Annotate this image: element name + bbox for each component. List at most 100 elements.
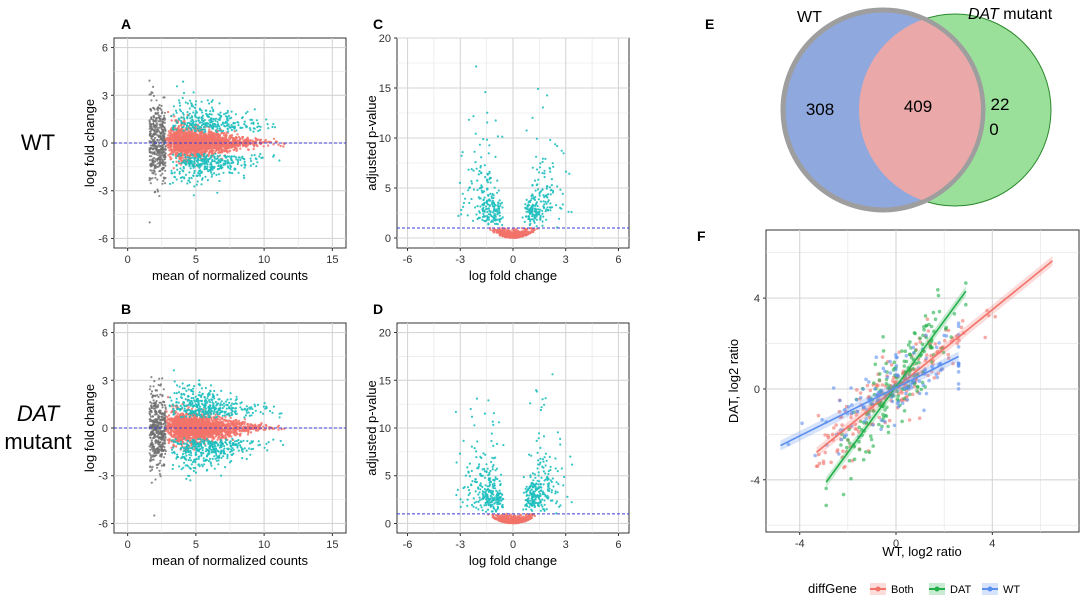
point-salmon	[282, 145, 285, 148]
point-teal	[228, 162, 231, 165]
point-gray	[150, 147, 153, 150]
point-salmon	[183, 145, 186, 149]
point-teal	[188, 107, 191, 110]
point-teal	[230, 116, 233, 119]
point-gray	[155, 147, 158, 150]
point-teal	[208, 157, 211, 161]
x-tick-label: 0	[125, 254, 131, 266]
point-teal	[172, 113, 175, 116]
point-teal	[199, 121, 202, 124]
point-teal	[198, 107, 201, 110]
point-gray	[160, 167, 163, 171]
point-teal	[218, 127, 222, 130]
point-gray	[164, 161, 167, 164]
point-salmon	[195, 136, 198, 140]
point-gray	[161, 121, 165, 124]
point-salmon	[243, 418, 247, 421]
point-teal	[195, 123, 198, 126]
point-salmon	[170, 119, 173, 122]
point-teal	[266, 123, 269, 126]
point-teal	[193, 171, 196, 174]
point-teal	[230, 110, 233, 113]
point-teal	[219, 166, 222, 169]
point-salmon	[191, 134, 194, 137]
point-salmon	[233, 425, 236, 428]
point-salmon	[235, 146, 238, 150]
point-salmon	[173, 150, 176, 153]
point-teal	[199, 174, 202, 177]
point-teal	[255, 119, 258, 122]
point-teal	[213, 160, 216, 163]
point-teal	[180, 180, 183, 183]
point-salmon	[214, 435, 217, 438]
point-teal	[182, 129, 185, 132]
point-salmon	[227, 429, 230, 433]
point-gray	[160, 104, 163, 107]
point-salmon	[172, 145, 175, 149]
point-gray	[150, 158, 153, 161]
point-gray	[159, 384, 162, 387]
point-teal	[239, 158, 242, 161]
point-gray	[157, 150, 161, 153]
point-teal	[210, 121, 213, 124]
point-gray	[150, 404, 153, 407]
point-salmon	[188, 148, 191, 152]
point-salmon	[224, 134, 227, 137]
point-salmon	[188, 436, 191, 439]
point-teal	[226, 159, 229, 162]
point-gray	[151, 419, 155, 422]
point-salmon	[166, 138, 170, 141]
point-teal	[190, 127, 193, 130]
point-salmon	[199, 148, 203, 151]
point-gray	[162, 423, 165, 426]
point-gray	[161, 159, 164, 162]
point-salmon	[179, 139, 183, 142]
point-gray	[155, 454, 158, 457]
point-teal	[190, 177, 193, 180]
point-teal	[201, 178, 204, 181]
point-salmon	[182, 156, 185, 159]
point-teal	[274, 126, 277, 129]
point-teal	[187, 114, 190, 117]
point-salmon	[277, 143, 280, 146]
point-gray	[160, 455, 163, 458]
point-gray	[155, 451, 158, 454]
point-teal	[172, 105, 175, 108]
point-gray	[152, 169, 156, 172]
point-gray	[156, 116, 159, 119]
point-gray	[153, 514, 156, 517]
point-teal	[218, 125, 221, 128]
point-salmon	[228, 150, 231, 153]
point-salmon	[175, 160, 178, 163]
point-salmon	[251, 139, 254, 142]
point-gray	[149, 130, 152, 133]
point-salmon	[227, 136, 231, 139]
point-gray	[152, 432, 155, 435]
point-gray	[163, 414, 166, 417]
point-salmon	[211, 437, 214, 440]
point-teal	[203, 162, 206, 165]
point-gray	[158, 123, 161, 126]
point-salmon	[258, 138, 261, 142]
point-teal	[236, 121, 239, 124]
point-gray	[153, 160, 156, 163]
point-gray	[160, 403, 163, 406]
point-gray	[152, 115, 155, 118]
point-salmon	[230, 145, 234, 149]
point-teal	[172, 160, 175, 164]
point-salmon	[175, 445, 178, 448]
point-gray	[155, 99, 158, 102]
y-tick-label: -6	[98, 233, 108, 245]
point-salmon	[219, 139, 223, 142]
point-salmon	[186, 135, 189, 138]
point-teal	[231, 172, 234, 175]
point-salmon	[245, 429, 248, 432]
point-gray	[158, 170, 161, 173]
point-teal	[213, 118, 216, 121]
point-teal	[217, 164, 220, 167]
point-teal	[271, 125, 274, 129]
point-salmon	[277, 428, 280, 431]
point-salmon	[166, 110, 170, 114]
point-teal	[175, 111, 178, 114]
point-teal	[203, 122, 206, 125]
